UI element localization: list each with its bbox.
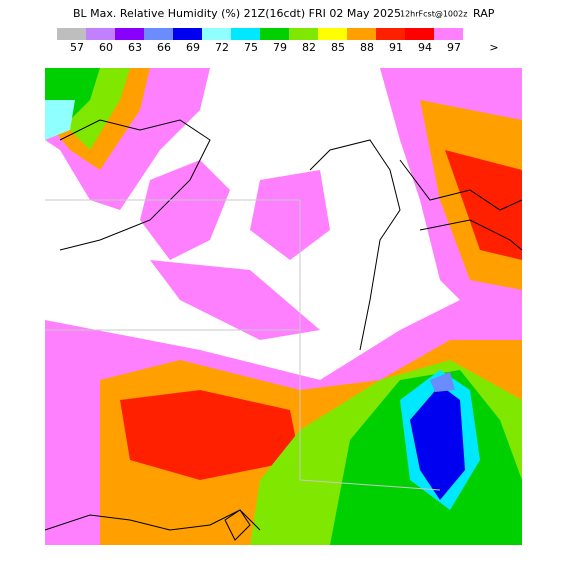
legend-label: 82 — [302, 41, 316, 54]
legend-label: 88 — [360, 41, 374, 54]
legend-swatch — [86, 28, 115, 40]
legend-swatch — [434, 28, 463, 40]
legend-swatch — [260, 28, 289, 40]
legend-label: 72 — [215, 41, 229, 54]
legend-label: 94 — [418, 41, 432, 54]
legend-swatch — [376, 28, 405, 40]
legend-label: 60 — [99, 41, 113, 54]
legend-swatch — [173, 28, 202, 40]
legend: 57 60 63 66 69 72 75 79 82 85 88 91 94 97 > — [57, 28, 499, 54]
legend-label: 57 — [70, 41, 84, 54]
legend-overflow: > — [489, 41, 498, 54]
legend-label: 75 — [244, 41, 258, 54]
legend-label: 63 — [128, 41, 142, 54]
legend-label: 66 — [157, 41, 171, 54]
legend-swatch — [202, 28, 231, 40]
legend-label: 69 — [186, 41, 200, 54]
legend-swatch — [57, 28, 86, 40]
forecast: 12hrFcst@1002z — [400, 10, 467, 19]
legend-swatch — [289, 28, 318, 40]
legend-label: 91 — [389, 41, 403, 54]
legend-swatch — [318, 28, 347, 40]
map — [44, 68, 523, 545]
title: BL Max. Relative Humidity (%) 21Z(16cdt)… — [73, 7, 401, 20]
legend-swatch — [347, 28, 376, 40]
legend-swatch — [231, 28, 260, 40]
legend-swatch — [115, 28, 144, 40]
legend-swatch — [144, 28, 173, 40]
model: RAP — [473, 7, 495, 20]
legend-label: 85 — [331, 41, 345, 54]
legend-label: 97 — [447, 41, 461, 54]
legend-label: 79 — [273, 41, 287, 54]
legend-swatch — [405, 28, 434, 40]
